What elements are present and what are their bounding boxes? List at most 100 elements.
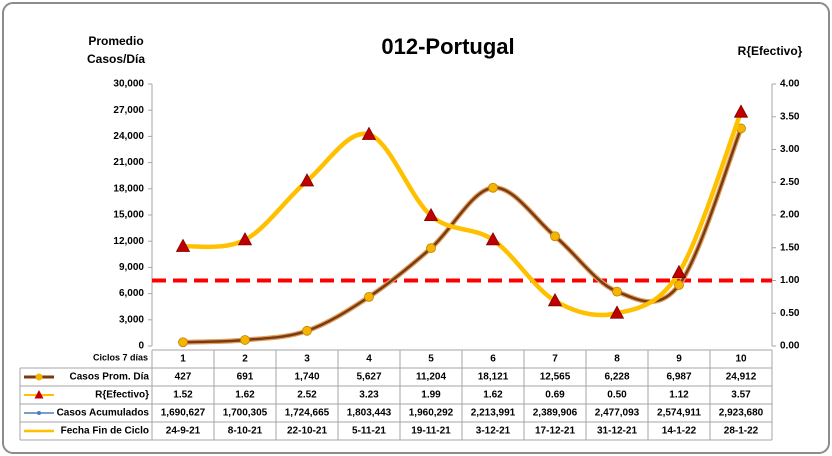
table-cell: 19-11-21 [411,426,451,437]
y2-tick-label: 0.00 [780,341,800,352]
y-tick-label: 21,000 [113,157,144,168]
chart-title: 012-Portugal [381,34,514,59]
table-cell: 12,565 [540,372,571,383]
table-cell: 2.52 [297,390,317,401]
table-cell: 1,690,627 [161,408,206,419]
table-cell: 1,724,665 [285,408,330,419]
y-tick-label: 30,000 [113,79,144,90]
table-row-header: R{Efectivo} [95,390,149,401]
y2-tick-label: 4.00 [780,79,800,90]
series-marker [733,104,749,118]
y-axis-label: Promedio [88,34,143,48]
series-marker [299,173,315,187]
table-cell: 691 [237,372,254,383]
table-cell: 18,121 [478,372,509,383]
series-marker [488,182,498,193]
series-marker [361,126,377,140]
table-cell: 24,912 [726,372,757,383]
legend-marker [35,373,43,381]
y2-tick-label: 3.50 [780,111,800,122]
table-cell: 3.23 [359,390,379,401]
table-cell: 28-1-22 [724,426,759,437]
y2-tick-label: 1.50 [780,242,800,253]
series-marker [426,243,436,254]
y2-tick-label: 1.00 [780,275,800,286]
series-marker [237,232,253,246]
x-tick-label: 5 [428,354,434,365]
table-cell: 2,477,093 [595,408,640,419]
table-cell: 6,987 [666,372,691,383]
x-tick-label: 9 [676,354,682,365]
table-cell: 2,574,911 [657,408,701,419]
series-marker [423,207,439,222]
y-axis-label: Casos/Día [87,52,145,66]
series-marker [178,337,188,348]
table-cell: 24-9-21 [166,426,201,437]
table-cell: 1,803,443 [347,408,392,419]
x-tick-label: 8 [614,354,620,365]
y-tick-label: 0 [138,341,144,352]
series-marker [302,325,312,336]
table-cell: 2,923,680 [719,408,764,419]
table-row-header: Casos Acumulados [57,408,150,419]
table-cell: 5,627 [356,372,381,383]
x-tick-label: 1 [180,354,186,365]
y2-tick-label: 2.50 [780,177,800,188]
table-cell: 2,389,906 [533,408,578,419]
table-cell: 1,740 [294,372,319,383]
series-marker [175,238,191,252]
y-tick-label: 6,000 [119,288,144,299]
x-tick-label: 2 [242,354,248,365]
table-cell: 1.52 [173,390,193,401]
table-cell: 427 [175,372,192,383]
table-cell: 1.62 [483,390,503,401]
x-tick-label: 10 [735,354,747,365]
x-tick-label: 7 [552,354,558,365]
table-cell: 14-1-22 [662,426,697,437]
series-marker [550,231,560,242]
table-cell: 0.69 [545,390,565,401]
y2-tick-label: 2.00 [780,210,800,221]
series-marker [485,232,501,246]
series-line [180,109,744,318]
series-marker [609,305,625,319]
table-cell: 6,228 [604,372,629,383]
y-tick-label: 15,000 [113,210,144,221]
series-marker [671,264,687,279]
y-tick-label: 18,000 [113,183,144,194]
x-axis-label: Ciclos 7 días [93,352,148,362]
table-cell: 1,700,305 [223,408,268,419]
table-cell: 1.12 [669,390,689,401]
y-tick-label: 27,000 [113,105,144,116]
y-tick-label: 12,000 [113,236,144,247]
table-cell: 3-12-21 [476,426,511,437]
y-tick-label: 24,000 [113,131,144,142]
table-cell: 5-11-21 [352,426,386,437]
series-marker [674,280,684,290]
table-cell: 0.50 [607,390,627,401]
table-row-header: Casos Prom. Día [70,372,150,383]
y2-tick-label: 0.50 [780,308,800,319]
y-tick-label: 3,000 [119,314,144,325]
y2-axis-label: R{Efectivo} [738,44,803,58]
table-cell: 22-10-21 [287,426,327,437]
table-cell: 8-10-21 [228,426,263,437]
legend-marker [37,411,41,415]
table-cell: 1.99 [421,390,441,401]
series-marker [364,291,374,302]
table-cell: 1,960,292 [409,408,454,419]
series-marker [240,335,250,345]
y2-tick-label: 3.00 [780,144,800,155]
series-marker [547,292,563,307]
x-tick-label: 3 [304,354,310,365]
x-tick-label: 6 [490,354,496,365]
y-tick-label: 9,000 [119,262,144,273]
table-cell: 17-12-21 [535,426,575,437]
table-cell: 3.57 [731,390,751,401]
table-row-header: Fecha Fin de Ciclo [61,426,149,437]
table-cell: 11,204 [416,372,446,383]
table-cell: 2,213,991 [471,408,516,419]
series-marker [612,286,622,297]
table-cell: 1.62 [235,390,255,401]
